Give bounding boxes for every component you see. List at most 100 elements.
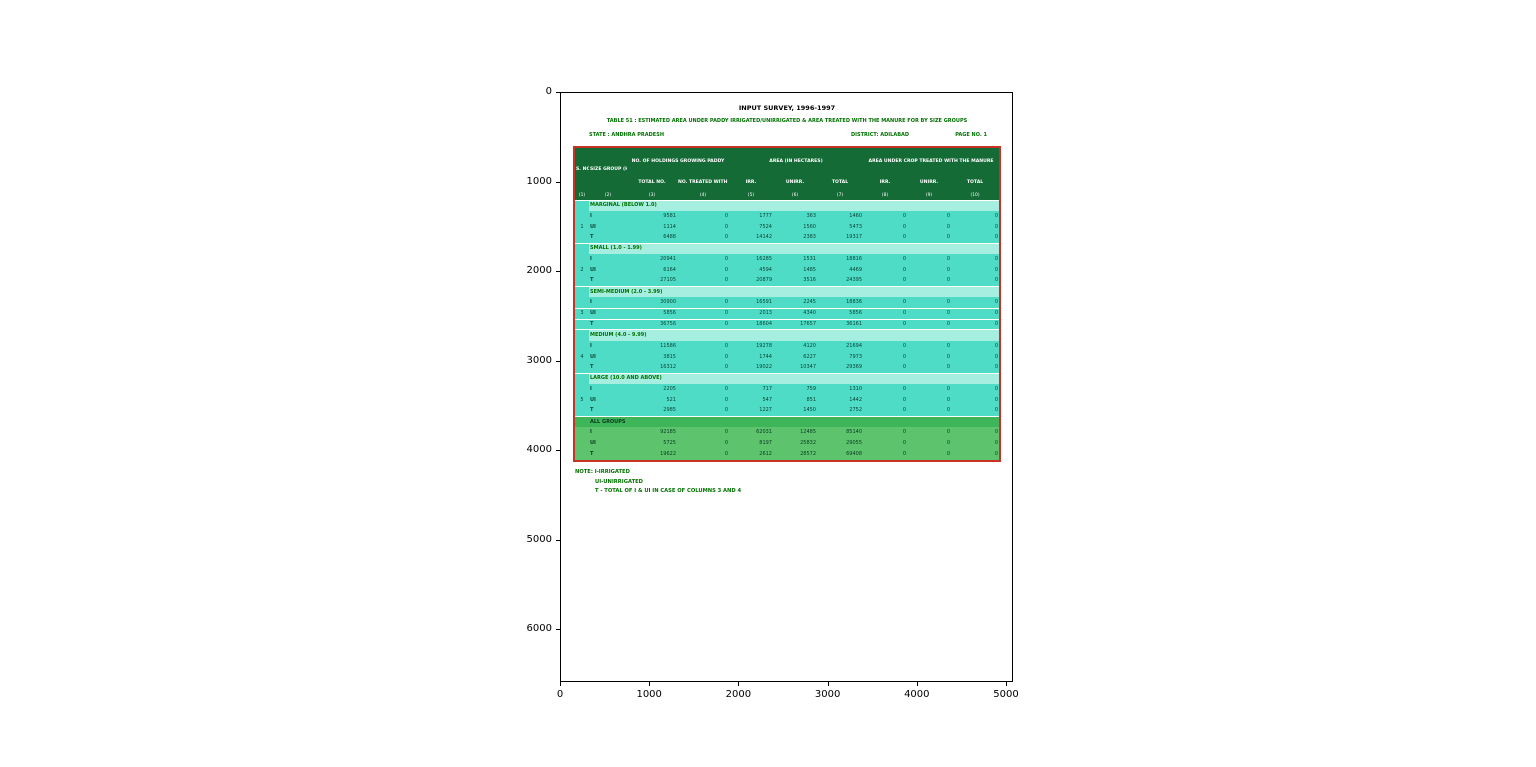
y-tick-label: 1000 [526,175,552,187]
table-cell: 0 [863,362,908,374]
table-cell: 0 [863,449,908,460]
x-tick-mark [1006,682,1007,686]
table-cell: 0 [907,232,952,244]
table-cell: 1460 [817,210,864,222]
table-cell: 6488 [627,232,677,244]
table-cell: I [589,297,627,309]
table-row: 5 UI 521 0 547 851 1442 0 0 0 [575,394,999,406]
table-cell: 1 [575,221,589,233]
table-header: S. NO SIZE GROUP (HA.) NO. OF HOLDINGS G… [575,148,999,200]
table-cell [575,329,589,341]
table-cell: 0 [907,438,952,450]
table-cell: 1227 [729,405,773,417]
table-cell: 1777 [729,210,773,222]
table-cell: 0 [677,297,729,309]
table-cell: 18836 [817,297,864,309]
table-row: 3 UI 5856 0 2013 4340 5856 0 0 0 [575,308,999,320]
meta-line: STATE : ANDHRA PRADESH DISTRICT: ADILABA… [573,132,1001,141]
table-cell: 0 [907,384,952,395]
table-row: I 9581 0 1777 363 1460 0 0 0 [575,210,999,222]
header-no-treated: NO. TREATED WITH THE MANURE [677,174,729,191]
y-tick-label: 5000 [526,533,552,545]
table-cell: 2612 [729,449,773,460]
table-cell: 0 [951,427,999,439]
table-cell [575,199,589,211]
table-cell: 0 [677,210,729,222]
district-label: DISTRICT: ADILABAD [851,132,910,138]
table-cell: 0 [907,308,952,320]
table-cell: 24395 [817,275,864,287]
table-cell: 0 [951,362,999,374]
table-row: UI 5725 0 8197 25832 29055 0 0 0 [575,438,999,450]
data-table: S. NO SIZE GROUP (HA.) NO. OF HOLDINGS G… [575,148,999,460]
table-cell: 3815 [627,351,677,363]
table-row: I 11586 0 19278 4120 21694 0 0 0 [575,340,999,352]
table-cell: 4 [575,351,589,363]
header-treated-irr: IRR. [863,174,908,191]
table-cell: 759 [773,384,817,395]
table-cell: 0 [677,362,729,374]
table-cell: 2 [575,264,589,276]
table-cell [575,254,589,265]
table-cell: I [589,340,627,352]
table-cell: 0 [907,394,952,406]
table-cell: 0 [907,319,952,331]
table-cell: I [589,384,627,395]
table-cell: I [589,254,627,265]
table-cell: 4120 [773,340,817,352]
header-size-group: SIZE GROUP (HA.) [589,148,627,191]
table-cell: 0 [677,319,729,331]
colnum: (4) [677,191,729,200]
table-row: I 20941 0 16285 1531 18816 0 0 0 [575,254,999,265]
table-cell: 5856 [817,308,864,320]
table-cell: 1114 [627,221,677,233]
table-cell: 0 [951,232,999,244]
table-cell: 0 [863,319,908,331]
table-cell: T [589,362,627,374]
table-cell: 0 [677,232,729,244]
table-cell [575,232,589,244]
y-tick-mark [556,181,560,183]
table-cell: 0 [677,264,729,276]
table-cell [575,372,589,385]
x-tick-mark [649,682,651,686]
table-cell [575,275,589,287]
table-cell: 2245 [773,297,817,309]
table-cell: 14142 [729,232,773,244]
table-cell: 0 [863,394,908,406]
table-title: TABLE 51 : ESTIMATED AREA UNDER PADDY IR… [606,118,968,124]
table-cell: 0 [863,297,908,309]
table-cell: 18816 [817,254,864,265]
header-total-no: TOTAL NO. [627,174,677,191]
table-cell: SEMI-MEDIUM (2.0 - 3.99) [589,286,999,298]
table-cell [575,384,589,395]
table-cell: 20941 [627,254,677,265]
y-tick-mark [556,360,560,362]
table-cell: 0 [863,254,908,265]
page-number: PAGE NO. 1 [955,132,987,138]
header-sno: S. NO [575,148,589,191]
table-row: 1 UI 1114 0 7524 1560 5473 0 0 0 [575,221,999,233]
group-header-row: LARGE (10.0 AND ABOVE) [575,372,999,385]
state-label: STATE : ANDHRA PRADESH [589,132,664,138]
table-cell: 0 [863,340,908,352]
table-cell: 0 [677,221,729,233]
table-cell: I [589,210,627,222]
colnum: (10) [951,191,999,200]
table-cell: 4469 [817,264,864,276]
header-area-unirr: UNIRR. [773,174,817,191]
table-cell: 363 [773,210,817,222]
table-cell: 2383 [773,232,817,244]
table-cell: 0 [863,351,908,363]
table-cell: 29055 [817,438,864,450]
group-header-row: SEMI-MEDIUM (2.0 - 3.99) [575,286,999,298]
table-cell: 521 [627,394,677,406]
table-cell: UI [589,264,627,276]
table-cell [575,297,589,309]
table-cell: 0 [951,221,999,233]
y-tick-label: 6000 [526,623,552,634]
table-cell: 6164 [627,264,677,276]
table-cell: T [589,232,627,244]
table-cell: 1560 [773,221,817,233]
table-cell: 11586 [627,340,677,352]
